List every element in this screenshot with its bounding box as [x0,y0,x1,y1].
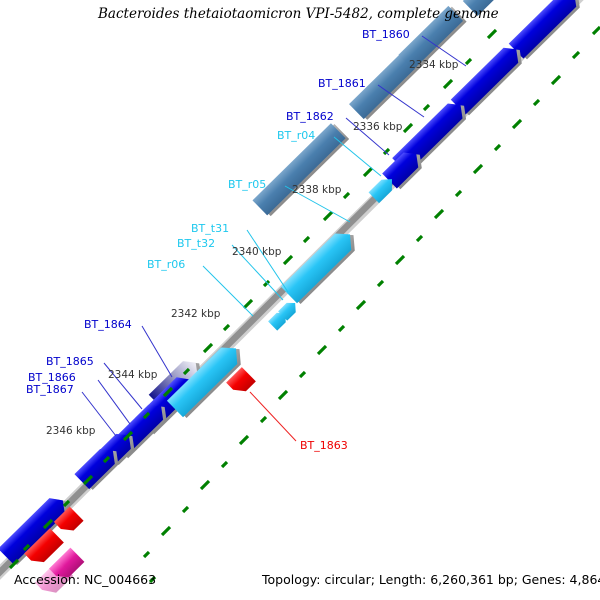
gene-arrow-forward[interactable] [450,42,524,115]
gene-label-bt-r05[interactable]: BT_r05 [228,178,266,191]
gene-arrow-forward[interactable] [508,0,582,59]
gene-arrow-rna[interactable] [280,227,358,304]
genome-summary-text: Topology: circular; Length: 6,260,361 bp… [262,572,600,587]
leader-line-bt-r06 [202,265,254,317]
leader-line-bt-1862 [345,117,390,156]
gene-arrow-trna[interactable] [278,299,300,321]
outer-track-segment[interactable] [252,123,346,216]
gene-labels[interactable]: BT_1860 BT_1861 BT_1862 BT_r04 BT_r05 BT… [26,28,410,452]
tick-label: 2340 kbp [232,246,282,258]
ruler-tick-marks [8,25,600,584]
outer-gene-track[interactable] [252,0,519,217]
gene-label-bt-1867[interactable]: BT_1867 [26,383,74,396]
rna-gene-arrows[interactable] [166,174,398,419]
leader-line-bt-1865 [103,362,143,410]
tick-label: 2344 kbp [108,369,158,381]
gene-arrow-reverse-faded[interactable] [35,560,74,598]
leader-line-bt-1860 [421,35,467,67]
leader-line-bt-t32 [231,244,284,301]
gene-arrow-reverse[interactable] [24,528,64,567]
gene-label-bt-1865[interactable]: BT_1865 [46,355,94,368]
leader-line-bt-1864 [141,325,173,378]
forward-gene-arrows[interactable] [0,0,585,566]
leader-line-bt-t31 [246,229,289,293]
gene-label-bt-r06[interactable]: BT_r06 [147,258,185,271]
gene-label-bt-1860[interactable]: BT_1860 [362,28,410,41]
gene-label-bt-1866[interactable]: BT_1866 [28,371,76,384]
reverse-gene-arrows[interactable] [24,367,256,598]
gene-arrow-rna[interactable] [368,174,398,204]
tick-label: 2346 kbp [46,425,96,437]
tick-label: 2338 kbp [292,184,342,196]
gene-arrow-rna[interactable] [166,341,244,418]
leader-line-bt-r04 [333,136,382,177]
gene-arrow-forward[interactable] [0,493,71,565]
gene-label-bt-t32[interactable]: BT_t32 [177,237,215,250]
status-bar: Accession: NC_004663 Topology: circular;… [0,566,600,600]
gene-label-bt-1864[interactable]: BT_1864 [84,318,132,331]
gene-arrow-reverse[interactable] [226,367,256,397]
gene-label-bt-1862[interactable]: BT_1862 [286,110,334,123]
gene-label-bt-1861[interactable]: BT_1861 [318,77,366,90]
gene-arrow-trna[interactable] [268,309,290,331]
leader-line-bt-1867 [81,391,117,437]
leader-line-bt-1861 [377,84,425,118]
leader-line-bt-1866 [97,379,131,425]
tick-label: 2336 kbp [353,121,403,133]
gene-label-bt-1863[interactable]: BT_1863 [300,439,348,452]
tick-label: 2342 kbp [171,308,221,320]
ruler-tick-labels: 2334 kbp 2336 kbp 2338 kbp 2340 kbp 2342… [46,59,459,437]
gene-arrow-reverse[interactable] [53,506,84,536]
outer-track-segment[interactable] [398,5,464,70]
label-leader-lines [81,35,467,442]
leader-line-bt-1863 [249,391,297,442]
leader-line-bt-r05 [284,185,351,223]
gene-label-bt-t31[interactable]: BT_t31 [191,222,229,235]
gene-label-bt-r04[interactable]: BT_r04 [277,129,315,142]
outer-track-segment[interactable] [462,0,519,17]
page-title: Bacteroides thetaiotaomicron VPI-5482, c… [97,6,499,22]
accession-text: Accession: NC_004663 [14,572,157,587]
tick-label: 2334 kbp [409,59,459,71]
